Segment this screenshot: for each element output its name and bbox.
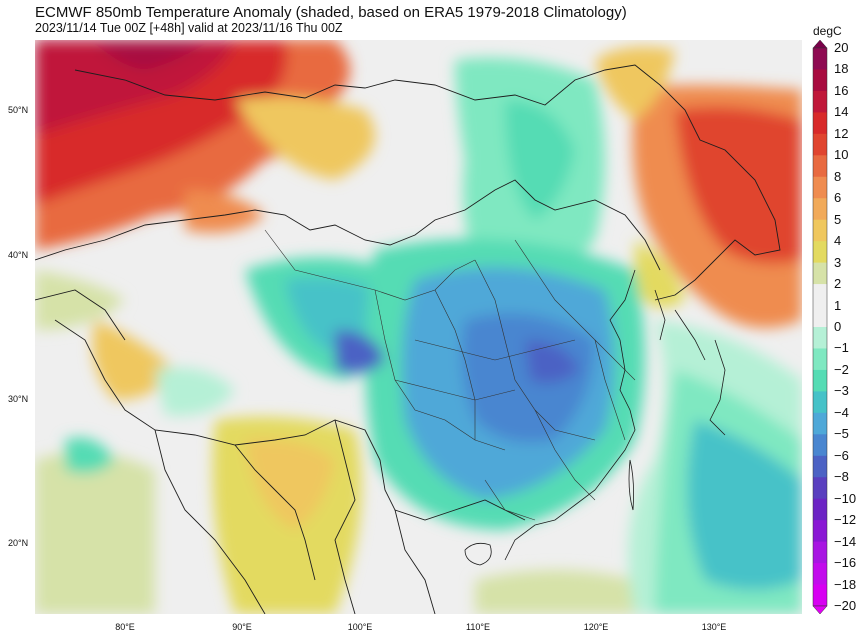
colorbar-bin bbox=[813, 305, 827, 328]
colorbar-bin bbox=[813, 412, 827, 435]
lon-label-120e: 120°E bbox=[583, 622, 609, 632]
colorbar-bin bbox=[813, 563, 827, 586]
colorbar-bin bbox=[813, 219, 827, 242]
colorbar-bin bbox=[813, 241, 827, 264]
colorbar-bin bbox=[813, 155, 827, 178]
country-borders bbox=[35, 64, 781, 614]
colorbar-tick-label: 6 bbox=[834, 190, 842, 206]
colorbar-tick-label: −2 bbox=[834, 361, 849, 377]
lat-label-20n: 20°N bbox=[8, 538, 29, 548]
lon-label-130e: 130°E bbox=[701, 622, 727, 632]
colorbar bbox=[812, 40, 828, 615]
colorbar-tick-label: −5 bbox=[834, 426, 849, 442]
colorbar-bin bbox=[813, 348, 827, 371]
colorbar-tick-label: 1 bbox=[834, 297, 842, 313]
colorbar-tick-label: −8 bbox=[834, 469, 849, 485]
colorbar-tick-label: −12 bbox=[834, 512, 857, 528]
colorbar-tick-label: −18 bbox=[834, 576, 857, 592]
colorbar-bin bbox=[813, 455, 827, 478]
colorbar-extend-max bbox=[812, 40, 828, 49]
colorbar-bin bbox=[813, 477, 827, 500]
colorbar-tick-label: 3 bbox=[834, 254, 842, 270]
colorbar-tick-label: 20 bbox=[834, 40, 849, 55]
lon-label-80e: 80°E bbox=[115, 622, 135, 632]
map-subtitle: 2023/11/14 Tue 00Z [+48h] valid at 2023/… bbox=[35, 21, 343, 35]
lat-label-40n: 40°N bbox=[8, 250, 29, 260]
colorbar-tick-label: 18 bbox=[834, 61, 849, 77]
colorbar-tick-label: 5 bbox=[834, 211, 842, 227]
lon-label-110e: 110°E bbox=[466, 622, 490, 632]
colorbar-bin bbox=[813, 498, 827, 521]
colorbar-bin bbox=[813, 112, 827, 135]
province-borders bbox=[264, 229, 636, 521]
colorbar-bin bbox=[813, 90, 827, 113]
colorbar-bin bbox=[813, 369, 827, 392]
colorbar-tick-label: −6 bbox=[834, 447, 849, 463]
lat-label-30n: 30°N bbox=[8, 394, 29, 404]
colorbar-bin bbox=[813, 584, 827, 607]
colorbar-bin bbox=[813, 434, 827, 457]
colorbar-extend-min bbox=[812, 605, 828, 615]
colorbar-tick-label: −16 bbox=[834, 555, 857, 571]
colorbar-bin bbox=[813, 541, 827, 564]
colorbar-bin bbox=[813, 133, 827, 156]
colorbar-tick-label: −3 bbox=[834, 383, 849, 399]
colorbar-tick-label: 16 bbox=[834, 82, 849, 98]
colorbar-tick-label: 12 bbox=[834, 125, 849, 141]
colorbar-bin bbox=[813, 520, 827, 543]
colorbar-tick-label: 14 bbox=[834, 104, 849, 120]
map-title: ECMWF 850mb Temperature Anomaly (shaded,… bbox=[35, 4, 627, 21]
colorbar-bin bbox=[813, 48, 827, 70]
lon-label-100e: 100°E bbox=[347, 622, 373, 632]
colorbar-tick-label: −10 bbox=[834, 490, 857, 506]
colorbar-bin bbox=[813, 198, 827, 221]
colorbar-tick-label: −1 bbox=[834, 340, 849, 356]
colorbar-bin bbox=[813, 391, 827, 414]
lon-label-90e: 90°E bbox=[232, 622, 252, 632]
coastline bbox=[464, 269, 726, 566]
anomaly-map bbox=[35, 40, 802, 614]
colorbar-bin bbox=[813, 176, 827, 199]
lat-label-50n: 50°N bbox=[8, 105, 29, 115]
colorbar-tick-label: 10 bbox=[834, 147, 849, 163]
colorbar-bin bbox=[813, 69, 827, 92]
anomaly-map-svg bbox=[35, 40, 802, 614]
colorbar-bin bbox=[813, 284, 827, 307]
colorbar-bin bbox=[813, 327, 827, 349]
colorbar-units: degC bbox=[813, 24, 842, 38]
colorbar-tick-label: 0 bbox=[834, 319, 842, 334]
anomaly-shading bbox=[35, 40, 802, 614]
colorbar-tick-label: −4 bbox=[834, 404, 849, 420]
colorbar-tick-label: −20 bbox=[834, 598, 857, 613]
colorbar-tick-label: 8 bbox=[834, 168, 842, 184]
colorbar-tick-label: −14 bbox=[834, 533, 857, 549]
colorbar-tick-label: 4 bbox=[834, 233, 842, 249]
colorbar-bin bbox=[813, 262, 827, 285]
colorbar-tick-label: 2 bbox=[834, 276, 842, 292]
